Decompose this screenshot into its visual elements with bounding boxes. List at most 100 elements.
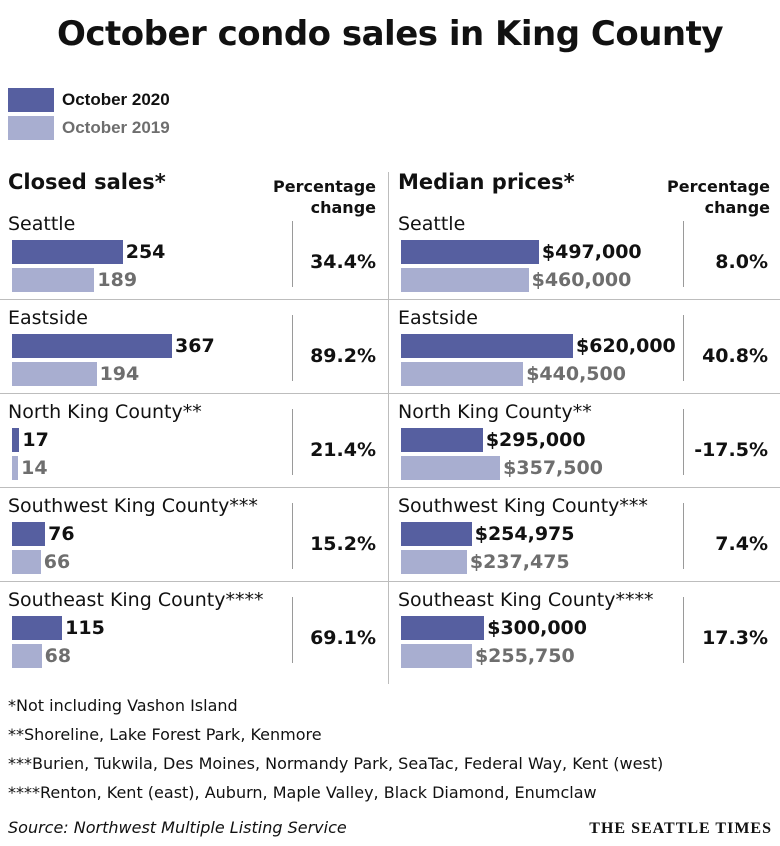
price-value-north-king-county-2020: $295,000 bbox=[485, 429, 586, 451]
sales-pct-change-southwest-king-county: 15.2% bbox=[310, 533, 376, 555]
footnotes: *Not including Vashon Island **Shoreline… bbox=[8, 691, 663, 807]
price-value-southwest-king-county-2019: $237,475 bbox=[469, 551, 570, 573]
price-pct-header-line: change bbox=[704, 198, 770, 217]
price-pct-divider bbox=[683, 409, 684, 475]
price-bar-seattle-2020 bbox=[401, 240, 539, 264]
price-bar-north-king-county-2019 bbox=[401, 456, 501, 480]
legend-item-2020: October 2020 bbox=[8, 86, 170, 114]
sales-region-eastside: Eastside bbox=[8, 307, 88, 329]
price-row-separator bbox=[389, 299, 780, 300]
price-value-southwest-king-county-2020: $254,975 bbox=[474, 523, 575, 545]
sales-region-seattle: Seattle bbox=[8, 213, 76, 235]
sales-bar-north-king-county-2019 bbox=[12, 456, 19, 480]
sales-region-southwest-king-county: Southwest King County*** bbox=[8, 495, 258, 517]
price-panel-title: Median prices* bbox=[398, 170, 575, 194]
sales-value-southwest-king-county-2020: 76 bbox=[48, 523, 75, 545]
sales-region-southeast-king-county: Southeast King County**** bbox=[8, 589, 264, 611]
price-pct-change-southwest-king-county: 7.4% bbox=[715, 533, 768, 555]
sales-pct-header-line: Percentage bbox=[273, 177, 376, 196]
price-bar-eastside-2020 bbox=[401, 334, 573, 358]
sales-bar-southwest-king-county-2019 bbox=[12, 550, 41, 574]
sales-row-separator bbox=[0, 487, 388, 488]
price-bar-southwest-king-county-2020 bbox=[401, 522, 472, 546]
price-value-eastside-2019: $440,500 bbox=[526, 363, 626, 385]
sales-value-north-king-county-2019: 14 bbox=[21, 457, 48, 479]
sales-region-north-king-county: North King County** bbox=[8, 401, 202, 423]
price-value-southeast-king-county-2020: $300,000 bbox=[487, 617, 587, 639]
price-bar-southeast-king-county-2019 bbox=[401, 644, 472, 668]
price-pct-change-seattle: 8.0% bbox=[715, 251, 768, 273]
price-bar-eastside-2019 bbox=[401, 362, 524, 386]
price-region-southwest-king-county: Southwest King County*** bbox=[398, 495, 648, 517]
sales-bar-eastside-2019 bbox=[12, 362, 97, 386]
chart-title: October condo sales in King County bbox=[56, 14, 724, 54]
sales-pct-divider bbox=[292, 409, 293, 475]
price-pct-change-eastside: 40.8% bbox=[702, 345, 768, 367]
sales-value-southeast-king-county-2020: 115 bbox=[65, 617, 105, 639]
legend-swatch-2019 bbox=[8, 116, 54, 140]
sales-pct-divider bbox=[292, 503, 293, 569]
price-pct-divider bbox=[683, 315, 684, 381]
price-bar-southeast-king-county-2020 bbox=[401, 616, 485, 640]
price-region-southeast-king-county: Southeast King County**** bbox=[398, 589, 654, 611]
sales-row-separator bbox=[0, 299, 388, 300]
price-value-seattle-2020: $497,000 bbox=[541, 241, 642, 263]
sales-bar-north-king-county-2020 bbox=[12, 428, 20, 452]
price-value-seattle-2019: $460,000 bbox=[531, 269, 632, 291]
sales-pct-change-eastside: 89.2% bbox=[310, 345, 376, 367]
price-pct-divider bbox=[683, 503, 684, 569]
sales-pct-header-line: change bbox=[310, 198, 376, 217]
price-row-separator bbox=[389, 487, 780, 488]
sales-value-seattle-2020: 254 bbox=[125, 241, 166, 263]
sales-pct-header: Percentage change bbox=[246, 176, 376, 218]
sales-pct-change-southeast-king-county: 69.1% bbox=[310, 627, 376, 649]
price-region-eastside: Eastside bbox=[398, 307, 478, 329]
sales-value-north-king-county-2020: 17 bbox=[22, 429, 49, 451]
legend-item-2019: October 2019 bbox=[8, 114, 170, 142]
source-note: Source: Northwest Multiple Listing Servi… bbox=[8, 818, 347, 837]
price-pct-change-north-king-county: -17.5% bbox=[694, 439, 768, 461]
sales-bar-seattle-2019 bbox=[12, 268, 95, 292]
sales-value-southeast-king-county-2019: 68 bbox=[44, 645, 72, 667]
footnote-4: ****Renton, Kent (east), Auburn, Maple V… bbox=[8, 783, 597, 802]
sales-pct-divider bbox=[292, 315, 293, 381]
sales-panel-title: Closed sales* bbox=[8, 170, 166, 194]
sales-bar-southeast-king-county-2020 bbox=[12, 616, 63, 640]
price-region-north-king-county: North King County** bbox=[398, 401, 592, 423]
footnote-2: **Shoreline, Lake Forest Park, Kenmore bbox=[8, 725, 322, 744]
sales-bar-seattle-2020 bbox=[12, 240, 123, 264]
sales-bar-southeast-king-county-2019 bbox=[12, 644, 42, 668]
price-region-seattle: Seattle bbox=[398, 213, 466, 235]
price-bar-seattle-2019 bbox=[401, 268, 529, 292]
sales-value-eastside-2019: 194 bbox=[99, 363, 140, 385]
sales-pct-divider bbox=[292, 597, 293, 663]
footnote-3: ***Burien, Tukwila, Des Moines, Normandy… bbox=[8, 754, 664, 773]
legend-swatch-2020 bbox=[8, 88, 54, 112]
price-value-eastside-2020: $620,000 bbox=[576, 335, 676, 357]
sales-pct-change-seattle: 34.4% bbox=[310, 251, 376, 273]
sales-bar-eastside-2020 bbox=[12, 334, 172, 358]
price-row-separator bbox=[389, 581, 780, 582]
price-bar-north-king-county-2020 bbox=[401, 428, 483, 452]
sales-value-seattle-2019: 189 bbox=[97, 269, 138, 291]
price-pct-divider bbox=[683, 597, 684, 663]
price-value-north-king-county-2019: $357,500 bbox=[503, 457, 603, 479]
panel-divider bbox=[388, 172, 389, 684]
sales-bar-southwest-king-county-2020 bbox=[12, 522, 46, 546]
price-row-separator bbox=[389, 393, 780, 394]
price-pct-header: Percentage change bbox=[640, 176, 770, 218]
sales-row-separator bbox=[0, 581, 388, 582]
sales-value-eastside-2020: 367 bbox=[175, 335, 215, 357]
sales-row-separator bbox=[0, 393, 388, 394]
price-bar-southwest-king-county-2019 bbox=[401, 550, 467, 574]
legend-label-2019: October 2019 bbox=[62, 118, 170, 137]
price-pct-divider bbox=[683, 221, 684, 287]
sales-pct-change-north-king-county: 21.4% bbox=[310, 439, 376, 461]
legend-label-2020: October 2020 bbox=[62, 90, 170, 109]
sales-value-southwest-king-county-2019: 66 bbox=[43, 551, 71, 573]
footnote-1: *Not including Vashon Island bbox=[8, 696, 238, 715]
price-pct-change-southeast-king-county: 17.3% bbox=[702, 627, 768, 649]
brand-logo-text: THE SEATTLE TIMES bbox=[589, 820, 772, 837]
legend: October 2020 October 2019 bbox=[8, 86, 170, 142]
sales-pct-divider bbox=[292, 221, 293, 287]
